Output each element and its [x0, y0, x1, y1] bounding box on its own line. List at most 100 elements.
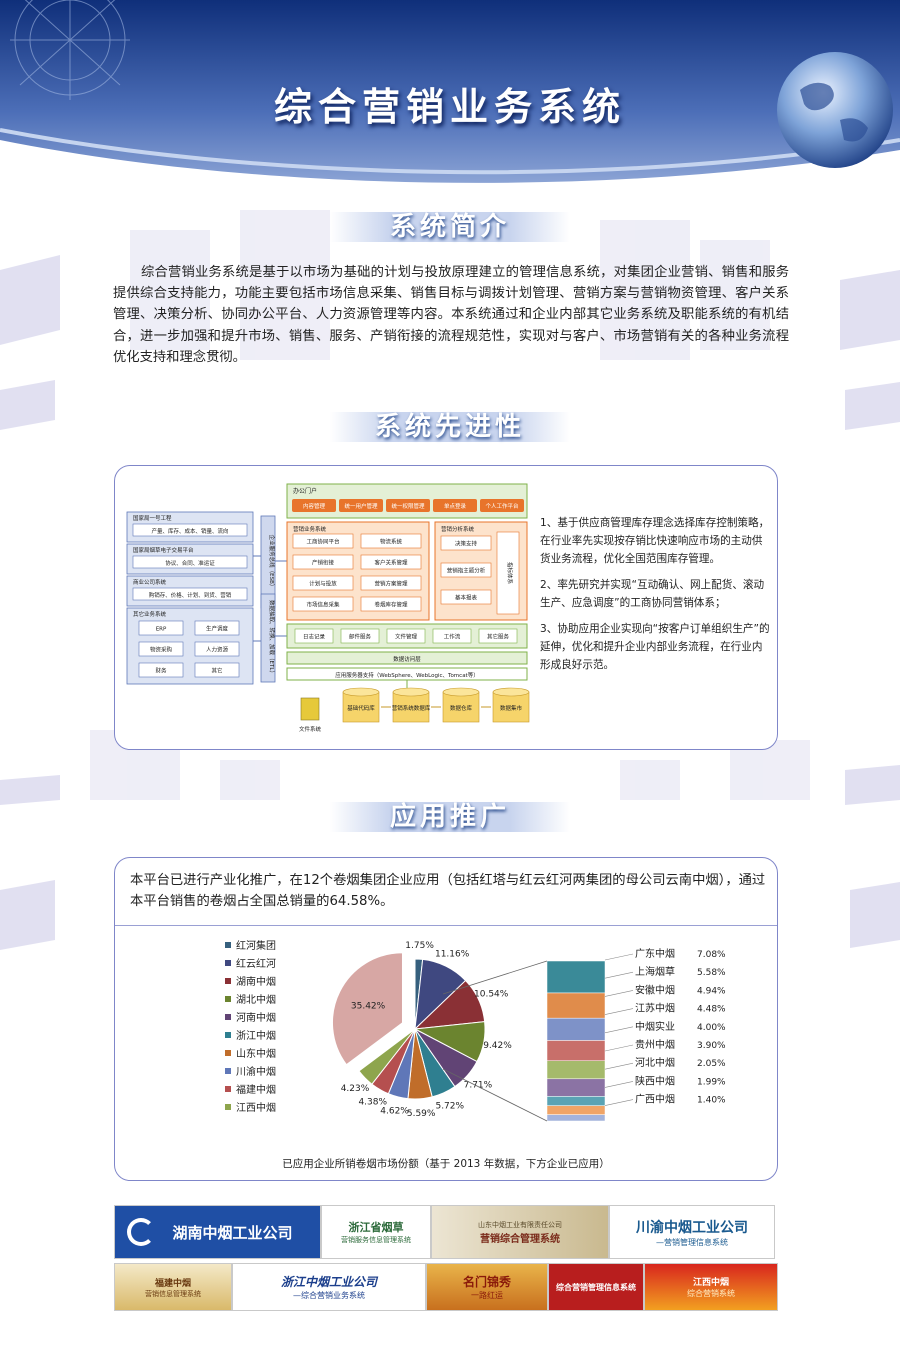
database-icon	[492, 691, 530, 723]
marketing-item	[360, 533, 422, 549]
portal-item-label: 统一权限管理	[391, 502, 425, 510]
indicator-box	[496, 531, 520, 615]
pie-percent-label: 35.42%	[351, 1002, 386, 1012]
logo-mingmen: 名门锦秀 一路红运	[426, 1263, 548, 1311]
breakdown-value: 1.99%	[697, 1077, 726, 1087]
system-group-item-label: ERP	[156, 627, 167, 633]
marketing-item-label: 营销方案管理	[374, 580, 408, 588]
header-background	[0, 0, 900, 205]
system-group-item-label: 生产调度	[206, 625, 229, 633]
breakdown-name: 河北中烟	[635, 1056, 675, 1069]
breakdown-value: 5.58%	[697, 968, 726, 978]
system-group-item	[132, 555, 248, 569]
office-service-label: 文件管理	[395, 633, 418, 641]
database-icon	[392, 691, 430, 723]
breakdown-value: 4.00%	[697, 1023, 726, 1033]
logo-text: 综合营销管理信息系统	[556, 1282, 636, 1292]
breakdown-connector	[442, 960, 548, 995]
system-group-item	[138, 662, 184, 678]
legend-label: 浙江中烟	[236, 1029, 276, 1042]
breakdown-value: 3.90%	[697, 1041, 726, 1051]
breakdown-name: 陕西中烟	[635, 1074, 675, 1087]
portal-item-label: 统一用户管理	[344, 502, 378, 510]
system-group-item	[194, 662, 240, 678]
pie-percent-label: 5.59%	[407, 1109, 436, 1119]
page-title: 综合营销业务系统	[273, 84, 626, 129]
data-access-label: 数据访问层	[393, 655, 421, 663]
advantage-list: 1、基于供应商管理库存理念选择库存控制策略，在行业率先实现按存销比快速响应市场的…	[540, 514, 770, 682]
legend-swatch	[225, 978, 231, 984]
database-label: 数据仓库	[450, 704, 473, 712]
breakdown-value: 4.48%	[697, 1005, 726, 1015]
legend-swatch	[225, 1086, 231, 1092]
system-group-label: 商业公司系统	[133, 578, 167, 586]
database-label: 数据集市	[500, 704, 523, 712]
breakdown-leader	[604, 1081, 634, 1088]
breakdown-name: 江苏中烟	[635, 1002, 675, 1015]
breakdown-leader	[604, 953, 634, 961]
breakdown-name: 广西中烟	[635, 1093, 675, 1106]
system-group-item	[138, 641, 184, 657]
breakdown-name: 安徽中烟	[635, 983, 675, 996]
breakdown-value: 2.05%	[697, 1059, 726, 1069]
section-heading-advanced: 系统先进性	[330, 410, 570, 444]
intro-paragraph: 综合营销业务系统是基于以市场为基础的计划与投放原理建立的管理信息系统，对集团企业…	[113, 265, 789, 365]
section-heading-promotion: 应用推广	[330, 800, 570, 834]
analysis-item-label: 决策支持	[455, 540, 478, 548]
system-group-item-label: 财务	[155, 667, 167, 675]
advantage-item: 3、协助应用企业实现向“按客户订单组织生产”的延伸，优化和提升企业内部业务流程，…	[540, 623, 770, 671]
globe-icon	[777, 52, 893, 168]
marketing-system-label: 营销业务系统	[293, 525, 327, 533]
marketing-item-label: 工商协同平台	[306, 538, 340, 546]
database-top	[342, 687, 380, 697]
breakdown-leader	[604, 1044, 634, 1052]
system-group-item-label: 人力资源	[206, 646, 229, 654]
indicator-label: 指标体系	[506, 562, 514, 585]
file-system-label: 文件系统	[299, 725, 322, 733]
breakdown-value: 1.40%	[697, 1096, 726, 1106]
breakdown-name: 广东中烟	[635, 947, 675, 960]
pie-percent-label: 5.72%	[435, 1101, 464, 1111]
hunan-logo-icon	[127, 1218, 155, 1246]
marketing-item-label: 市场信息采集	[306, 601, 340, 609]
system-group-label: 其它业务系统	[133, 610, 167, 618]
logo-text: 福建中烟	[154, 1278, 191, 1289]
marketing-item	[292, 533, 354, 549]
breakdown-segment	[546, 1078, 606, 1097]
pie-slice	[358, 1028, 416, 1085]
office-service-item	[294, 628, 334, 644]
system-group-item-label: 其它	[211, 667, 222, 675]
analysis-item	[440, 562, 492, 578]
analysis-item-label: 基本报表	[455, 594, 478, 602]
pie-slice	[332, 952, 403, 1066]
breakdown-segment	[546, 1096, 606, 1106]
panel-divider	[115, 925, 777, 926]
logo-text: 浙江省烟草	[348, 1221, 404, 1234]
portal-item	[386, 499, 430, 512]
legend-swatch	[225, 1104, 231, 1110]
pie-percent-label: 11.16%	[435, 950, 470, 960]
logo-subtext: 综合营销系统	[687, 1289, 735, 1298]
pie-percent-label: 9.42%	[483, 1041, 512, 1051]
database-top	[492, 687, 530, 697]
portal-item	[292, 499, 336, 512]
breakdown-leader	[604, 1008, 634, 1015]
marketing-item	[292, 596, 354, 612]
portal-item-label: 单点登录	[444, 502, 467, 510]
legend-label: 河南中烟	[236, 1011, 276, 1024]
background-decoration	[0, 210, 900, 950]
office-service-item	[432, 628, 472, 644]
portal-item	[339, 499, 383, 512]
marketing-item	[292, 575, 354, 591]
logo-subtext: 一路红运	[471, 1291, 503, 1300]
breakdown-value: 7.08%	[697, 950, 726, 960]
pie-percent-label: 7.71%	[464, 1081, 493, 1091]
legend-swatch	[225, 1068, 231, 1074]
legend-label: 湖南中烟	[236, 975, 276, 988]
breakdown-segment	[546, 1114, 606, 1122]
logo-text: 川渝中烟工业公司	[636, 1219, 748, 1236]
legend-swatch	[225, 960, 231, 966]
legend-label: 红云红河	[236, 957, 276, 970]
breakdown-leader	[604, 971, 634, 979]
